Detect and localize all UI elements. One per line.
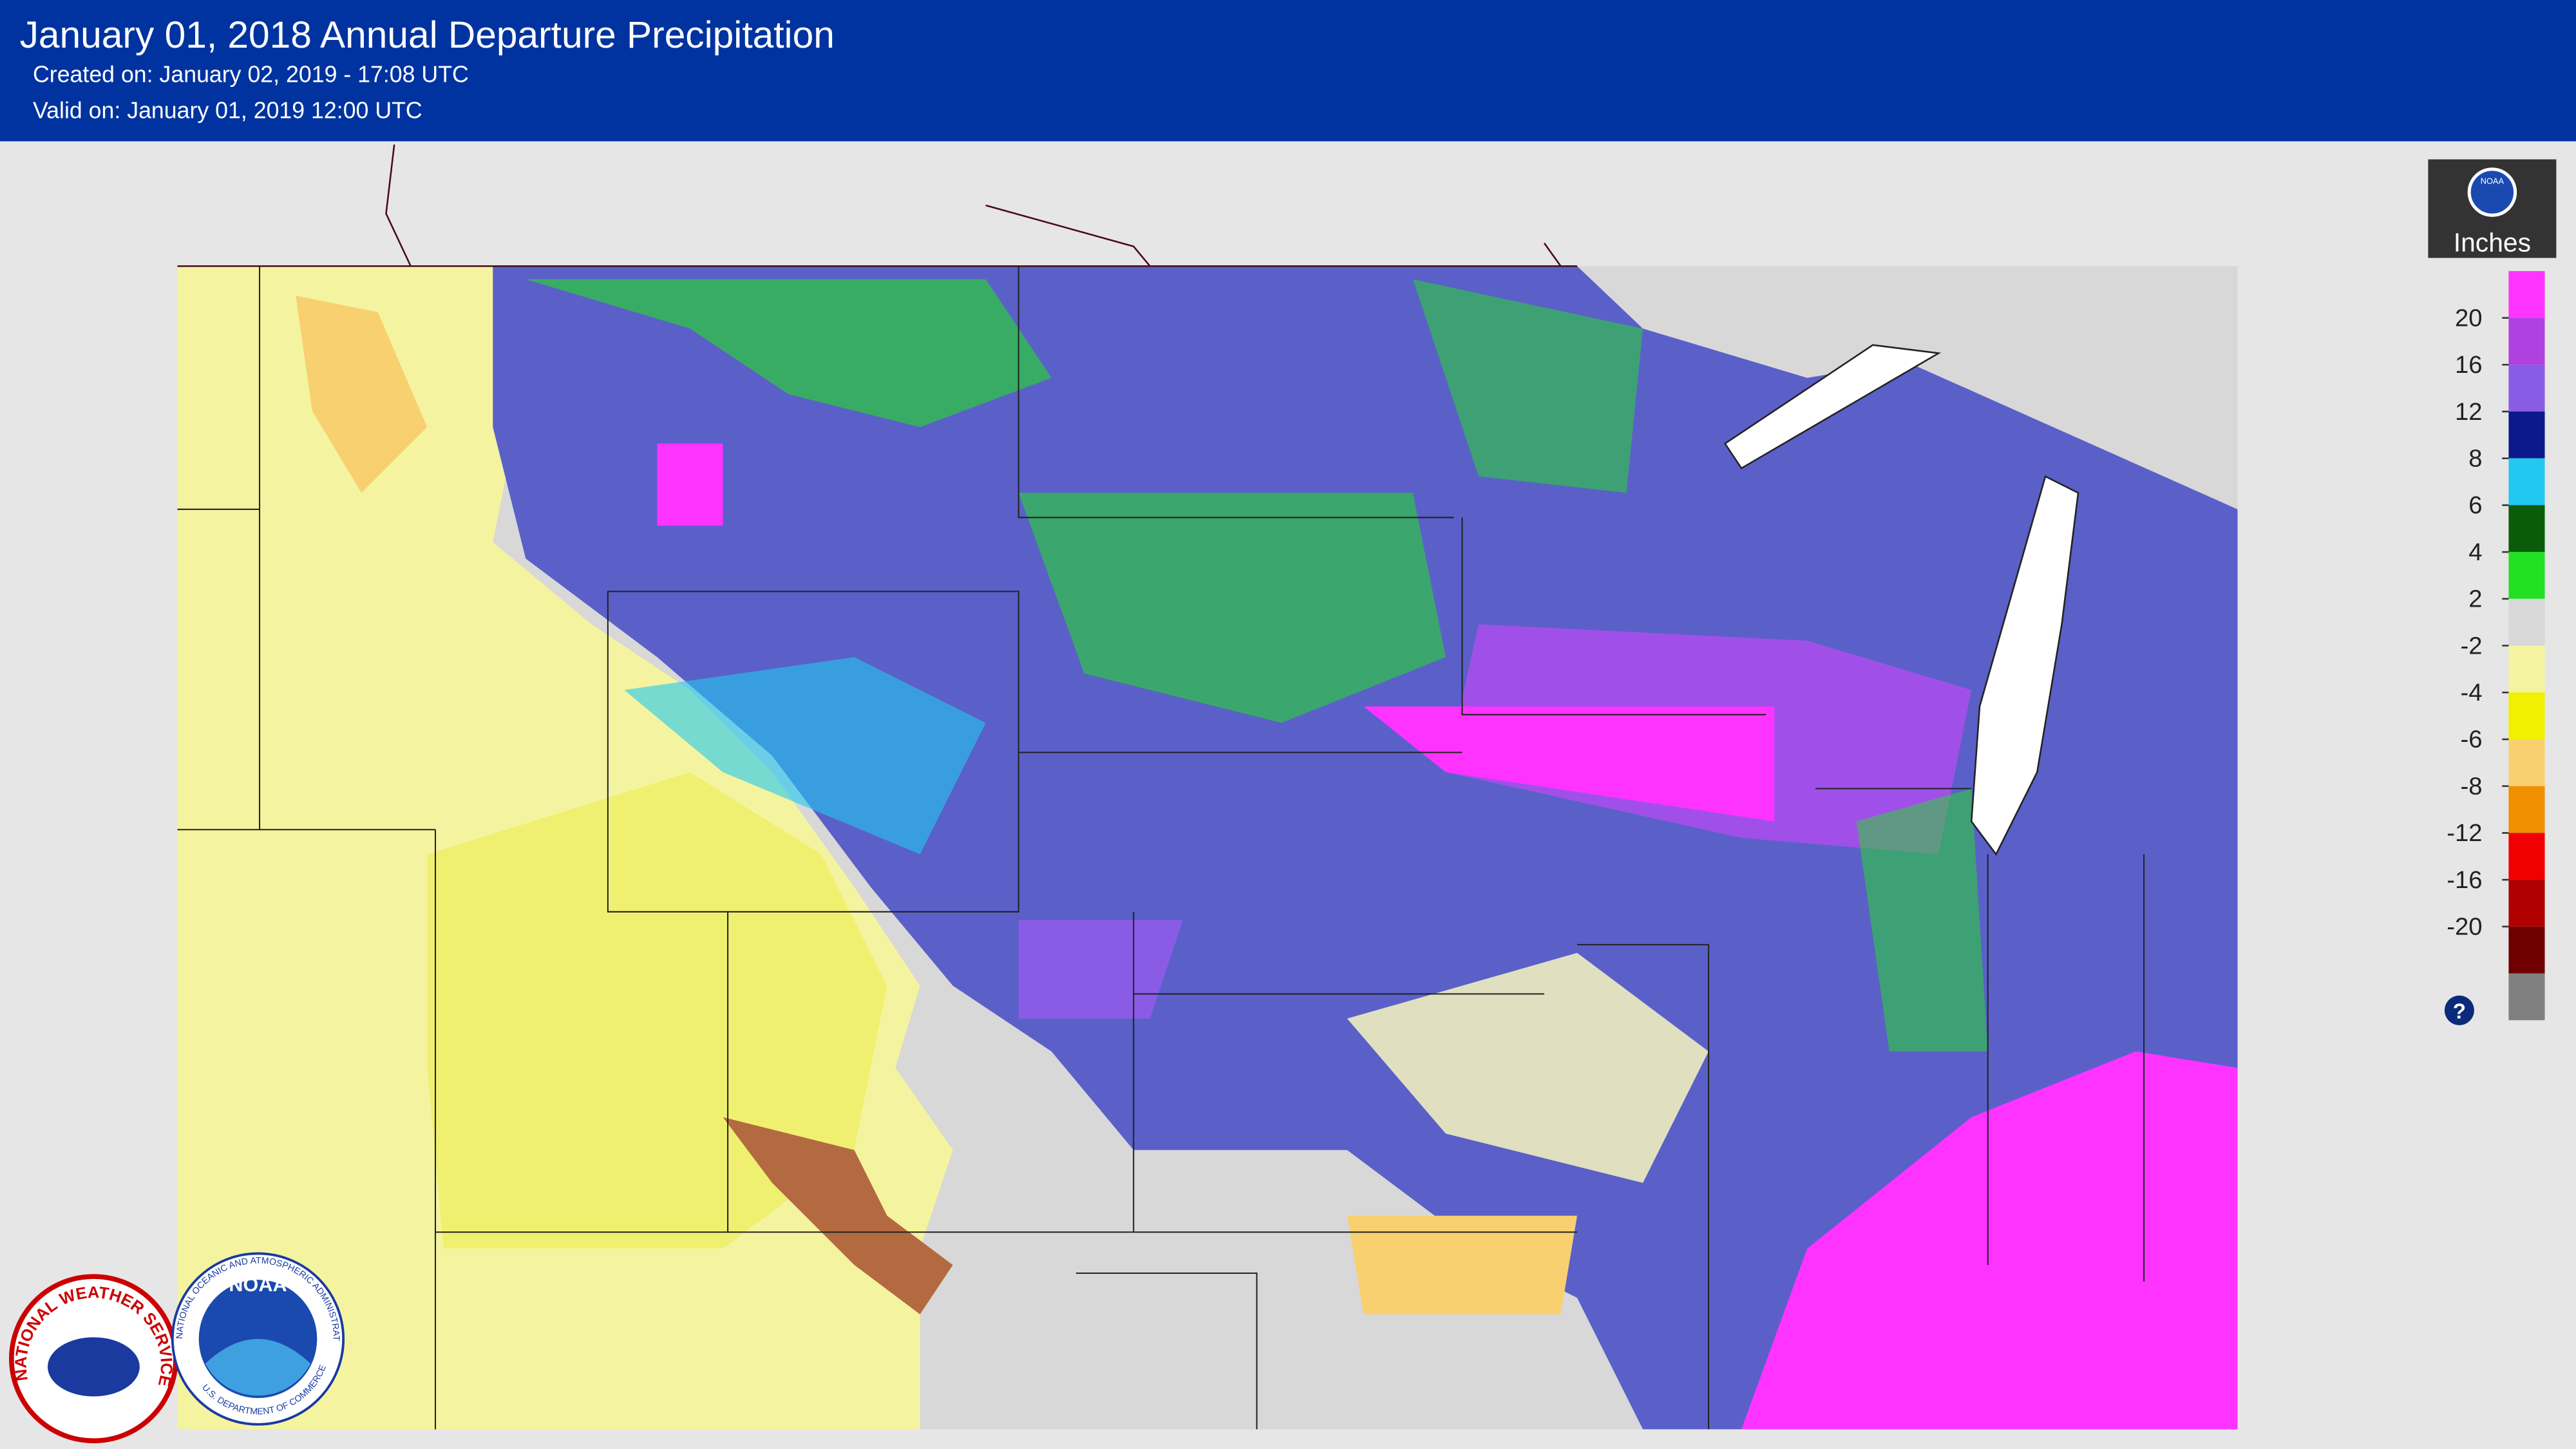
wet-region [493,266,2238,1430]
moist-region [1412,279,1643,493]
legend: NOAA Inches 2016128642-2-4-6-8-12-16-20 … [2428,159,2557,1025]
legend-swatch [2508,458,2545,506]
legend-label: 8 [2468,444,2482,472]
lake [1970,475,2079,856]
legend-label: -16 [2447,866,2482,894]
noaa-wave [205,1339,311,1396]
valid: Valid on: January 01, 2019 12:00 UTC [33,98,422,124]
legend-label: -12 [2447,819,2482,847]
title: January 01, 2018 Annual Departure Precip… [20,14,835,56]
legend-label: -4 [2461,679,2483,706]
legend-logo [2467,167,2517,217]
legend-swatch [2508,365,2545,412]
state-borders [177,266,2145,1430]
map [177,144,2238,1430]
legend-label: -6 [2461,726,2483,753]
legend-label: 12 [2455,398,2483,426]
legend-label: 20 [2455,304,2483,332]
moist-region [1856,788,1988,1052]
legend-label: 2 [2468,585,2482,613]
legend-swatch [2508,505,2545,553]
created: Created on: January 02, 2019 - 17:08 UTC [33,62,469,88]
help-button[interactable] [2444,995,2474,1025]
legend-label: 4 [2468,538,2482,566]
extreme-wet-region [1741,1051,2238,1430]
legend-label: -8 [2461,772,2483,800]
help-label[interactable]: ? [2453,1000,2466,1024]
extreme-wet-region [1363,706,1775,822]
legend-swatch [2508,833,2545,880]
very-dry-region [723,1117,953,1314]
legend-label: 6 [2468,491,2482,519]
legend-label: -2 [2461,632,2483,659]
legend-swatch [2508,645,2545,693]
country-border [177,144,1577,267]
normal-region [1347,952,1709,1183]
dry-spot [296,296,428,493]
legend-bar: 20 16 12 8 6 4 2 -2 -4 -6 -8 -12 -16 -20 [2447,270,2545,1021]
legend-swatch [2508,692,2545,739]
dry-spot [1347,1215,1577,1314]
extreme-wet-spot [657,443,723,526]
legend-swatch [2508,786,2545,833]
lake [1723,344,1942,469]
moist-region [526,279,1052,428]
legend-swatch [2508,412,2545,459]
legend-swatch [2508,926,2545,974]
moist-region [1018,493,1446,723]
legend-swatch [2508,552,2545,599]
legend-swatch [2508,598,2545,646]
wet-spot [624,657,986,855]
nws-logo: NATIONAL WEATHER SERVICE [9,1274,178,1444]
legend-swatch [2508,880,2545,927]
nws-cloud [47,1337,140,1397]
legend-swatch [2508,739,2545,786]
legend-swatch [2508,317,2545,365]
legend-label: -20 [2447,913,2482,941]
legend-logo-text: NOAA [2481,176,2505,186]
legend-label: 16 [2455,351,2483,379]
legend-swatch [2508,270,2545,318]
legend-swatch [2508,973,2545,1021]
legend-title: Inches [2454,227,2531,257]
noaa-text: NOAA [229,1274,287,1296]
header-bar [0,0,2576,142]
